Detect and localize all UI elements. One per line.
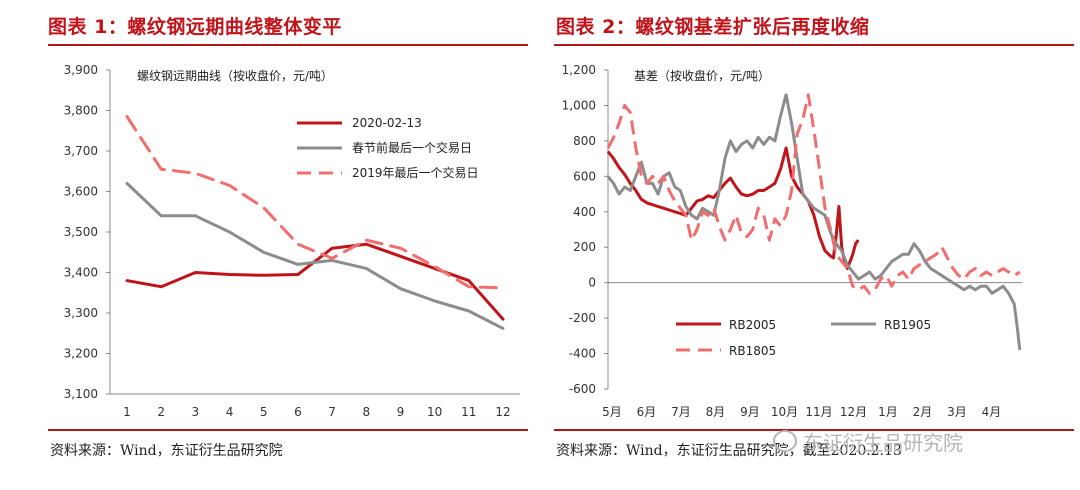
y-tick-label: -200 <box>569 311 596 325</box>
y-tick-label: -600 <box>569 382 596 396</box>
source-rule <box>48 429 528 431</box>
legend-label: 2020-02-13 <box>352 116 422 130</box>
legend-label: 2019年最后一个交易日 <box>352 165 479 180</box>
y-tick-label: 3,300 <box>64 306 98 320</box>
x-tick-label: 6 <box>294 405 302 419</box>
legend-label: RB1905 <box>884 318 931 332</box>
chart-panel-forward-curve: 图表 1：螺纹钢远期曲线整体变平 螺纹钢远期曲线（按收盘价，元/吨） 3,100… <box>48 16 528 459</box>
series-line-rb1905 <box>606 93 1022 351</box>
x-tick-label: 12月 <box>840 405 867 419</box>
y-tick-label: 3,600 <box>64 185 98 199</box>
series-line-3 <box>125 115 505 290</box>
legend-label: RB1805 <box>729 344 776 358</box>
x-tick-label: 10 <box>427 405 442 419</box>
x-tick-label: 8月 <box>706 405 726 419</box>
y-tick-label: 3,700 <box>64 144 98 158</box>
y-tick-label: 800 <box>573 134 596 148</box>
x-tick-label: 1 <box>123 405 131 419</box>
y-tick-label: 1,000 <box>562 98 596 112</box>
x-tick-label: 3 <box>192 405 200 419</box>
legend-label: 春节前最后一个交易日 <box>352 140 472 155</box>
x-tick-label: 11 <box>461 405 476 419</box>
y-tick-label: 3,400 <box>64 266 98 280</box>
source-note: 资料来源：Wind，东证衍生品研究院，截至2020.2.13 <box>556 443 902 459</box>
series-line-rb1805 <box>606 93 1021 295</box>
x-tick-label: 1月 <box>878 405 898 419</box>
x-tick-label: 5 <box>260 405 268 419</box>
x-tick-label: 4月 <box>982 405 1002 419</box>
x-tick-label: 4 <box>226 405 234 419</box>
x-tick-label: 9月 <box>740 405 760 419</box>
y-tick-label: 3,500 <box>64 225 98 239</box>
x-tick-label: 5月 <box>602 405 622 419</box>
legend-label: RB2005 <box>729 318 776 332</box>
chart-title: 图表 2：螺纹钢基差扩张后再度收缩 <box>556 16 870 38</box>
y-tick-label: 200 <box>573 240 596 254</box>
y-tick-label: 600 <box>573 169 596 183</box>
x-tick-label: 8 <box>362 405 370 419</box>
x-tick-label: 2月 <box>913 405 933 419</box>
watermark-text: 东证衍生品研究院 <box>803 431 963 455</box>
x-tick-label: 10月 <box>771 405 798 419</box>
y-tick-label: 3,800 <box>64 104 98 118</box>
y-tick-label: 1,200 <box>562 63 596 77</box>
x-tick-label: 7月 <box>671 405 691 419</box>
y-tick-label: 3,900 <box>64 63 98 77</box>
x-tick-label: 9 <box>397 405 405 419</box>
wechat-icon <box>773 430 797 452</box>
watermark: 东证衍生品研究院 <box>773 427 963 456</box>
chart-title: 图表 1：螺纹钢远期曲线整体变平 <box>48 16 342 38</box>
unit-label: 基差（按收盘价，元/吨） <box>634 68 770 83</box>
source-rule <box>554 429 1074 431</box>
x-tick-label: 11月 <box>805 405 832 419</box>
series-line-1 <box>125 242 505 321</box>
y-tick-label: 3,100 <box>64 387 98 401</box>
y-tick-label: 3,200 <box>64 347 98 361</box>
source-note: 资料来源：Wind，东证衍生品研究院 <box>50 443 283 459</box>
y-tick-label: -400 <box>569 347 596 361</box>
x-tick-label: 12 <box>495 405 510 419</box>
y-tick-label: 0 <box>588 276 596 290</box>
forward-curve-chart: 螺纹钢远期曲线（按收盘价，元/吨） 3,100 3,200 3,300 3,400 3,… <box>64 63 520 419</box>
title-rule <box>48 44 528 46</box>
y-tick-label: 400 <box>573 205 596 219</box>
x-tick-label: 7 <box>328 405 336 419</box>
unit-label: 螺纹钢远期曲线（按收盘价，元/吨） <box>137 68 333 83</box>
x-tick-label: 3月 <box>947 405 967 419</box>
x-tick-label: 2 <box>157 405 165 419</box>
series-line-rb2005 <box>606 146 860 270</box>
x-tick-label: 6月 <box>637 405 657 419</box>
basis-chart: 基差（按收盘价，元/吨） -600 -400 -200 0 200 400 600 800 1,… <box>562 63 1022 419</box>
title-rule <box>554 44 1074 46</box>
chart-panel-basis: 图表 2：螺纹钢基差扩张后再度收缩 基差（按收盘价，元/吨） -600 -400 -… <box>548 0 1080 490</box>
series-line-2 <box>125 181 505 330</box>
